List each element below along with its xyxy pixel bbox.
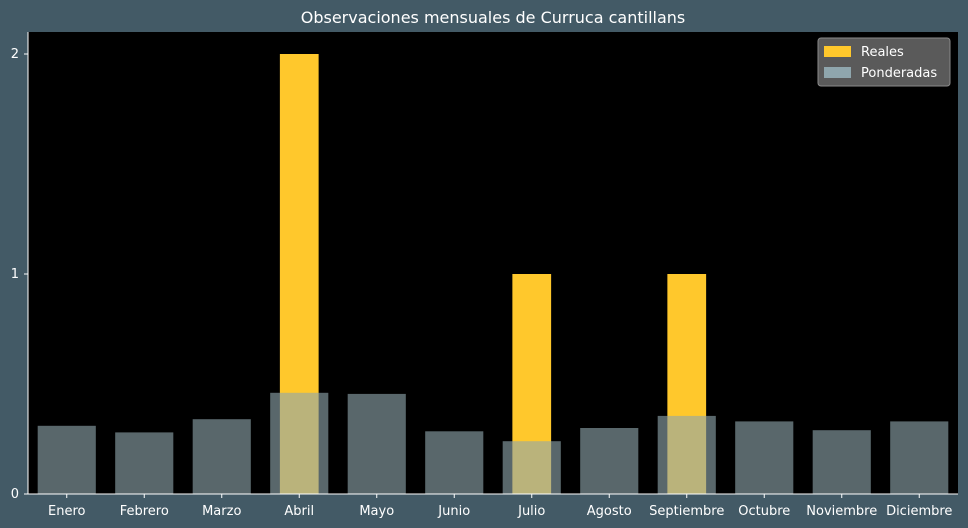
bars-layer xyxy=(37,54,949,494)
bar-ponderadas-julio xyxy=(502,441,561,494)
legend-swatch-ponderadas xyxy=(824,67,851,78)
bar-ponderadas-enero xyxy=(37,425,96,494)
x-tick-label-octubre: Octubre xyxy=(738,504,790,519)
chart-title: Observaciones mensuales de Curruca canti… xyxy=(301,8,686,27)
x-tick-label-marzo: Marzo xyxy=(202,504,241,519)
legend-label-reales: Reales xyxy=(861,45,904,60)
x-tick-label-febrero: Febrero xyxy=(120,504,169,519)
legend-label-ponderadas: Ponderadas xyxy=(861,66,937,81)
x-tick-label-diciembre: Diciembre xyxy=(886,504,952,519)
legend: Reales Ponderadas xyxy=(817,37,951,87)
x-tick-label-mayo: Mayo xyxy=(359,504,394,519)
x-tick-label-enero: Enero xyxy=(48,504,86,519)
bar-ponderadas-septiembre xyxy=(657,415,716,494)
x-tick-label-abril: Abril xyxy=(284,504,314,519)
y-tick-label-0: 0 xyxy=(11,487,19,502)
bar-ponderadas-agosto xyxy=(580,428,639,494)
bar-ponderadas-abril xyxy=(270,392,329,494)
x-tick-label-agosto: Agosto xyxy=(587,504,632,519)
x-tick-label-julio: Julio xyxy=(517,504,545,519)
bar-ponderadas-octubre xyxy=(735,421,794,494)
bar-ponderadas-noviembre xyxy=(812,430,871,494)
y-tick-label-1: 1 xyxy=(11,267,19,282)
x-tick-label-noviembre: Noviembre xyxy=(806,504,877,519)
y-tick-label-2: 2 xyxy=(11,47,19,62)
x-tick-label-junio: Junio xyxy=(437,504,470,519)
axes-layer: 0 1 2 Enero Febrero Marzo Abril Mayo Junio Julio A… xyxy=(11,32,958,519)
bar-ponderadas-mayo xyxy=(347,393,406,494)
plot-area xyxy=(28,32,958,494)
bar-ponderadas-febrero xyxy=(115,432,174,494)
bar-ponderadas-junio xyxy=(425,431,484,494)
x-tick-label-septiembre: Septiembre xyxy=(649,504,724,519)
bar-ponderadas-diciembre xyxy=(890,421,949,494)
legend-swatch-reales xyxy=(824,46,851,57)
bar-ponderadas-marzo xyxy=(192,419,251,494)
